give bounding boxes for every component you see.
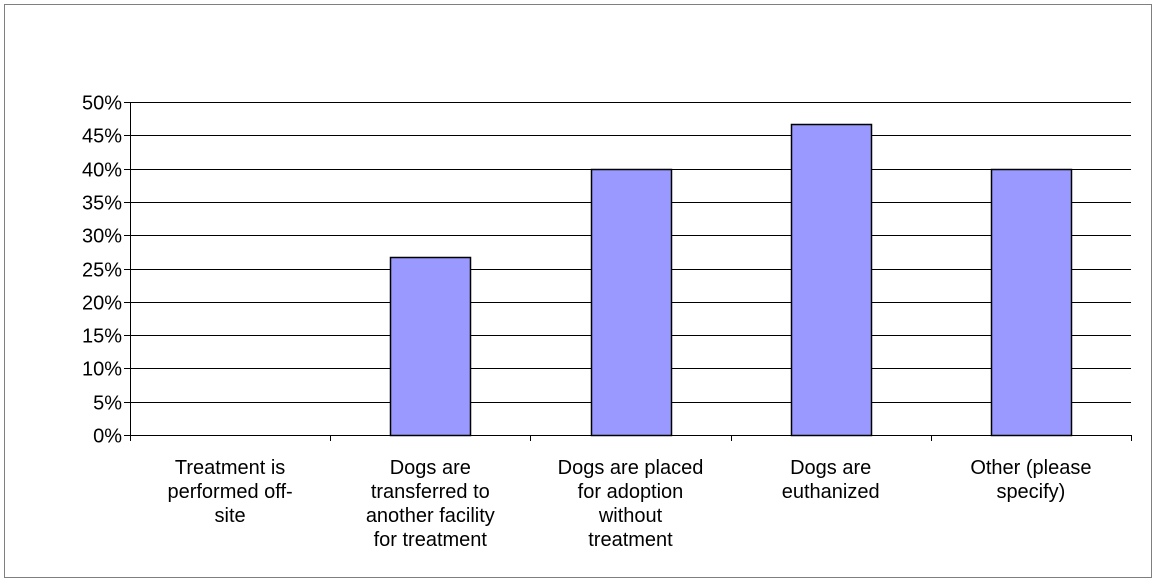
y-tick-label: 45% xyxy=(82,126,122,148)
y-tick-label: 0% xyxy=(93,426,122,448)
y-tick-labels: 0% 5% 10% 15% 20% 25% 30% 35% 40% 45% 50% xyxy=(82,93,122,448)
y-tick-label: 30% xyxy=(82,226,122,248)
bar xyxy=(990,168,1073,437)
x-category-label: Dogs are placed for adoption without treatm… xyxy=(558,457,704,551)
y-tick-label: 40% xyxy=(82,160,122,182)
y-tick-label: 35% xyxy=(82,193,122,215)
chart-frame xyxy=(4,4,1152,578)
axes xyxy=(124,102,1132,441)
bar xyxy=(389,256,472,437)
x-category-label: Other (please specify) xyxy=(970,457,1091,503)
bars xyxy=(389,123,1073,437)
y-tick-label: 20% xyxy=(82,293,122,315)
gridlines xyxy=(130,102,1131,403)
y-tick-label: 25% xyxy=(82,260,122,282)
bar xyxy=(790,123,873,437)
y-tick-label: 50% xyxy=(82,93,122,115)
bar xyxy=(590,168,673,437)
y-tick-label: 10% xyxy=(82,359,122,381)
y-tick-label: 15% xyxy=(82,326,122,348)
x-category-label: Dogs are euthanized xyxy=(782,457,880,503)
x-category-label: Dogs are transferred to another facility fo… xyxy=(366,457,495,551)
y-tick-label: 5% xyxy=(93,393,122,415)
x-category-label: Treatment is performed off-site xyxy=(167,457,292,527)
x-category-labels: Treatment is performed off-site Dogs are tr… xyxy=(167,457,1091,551)
